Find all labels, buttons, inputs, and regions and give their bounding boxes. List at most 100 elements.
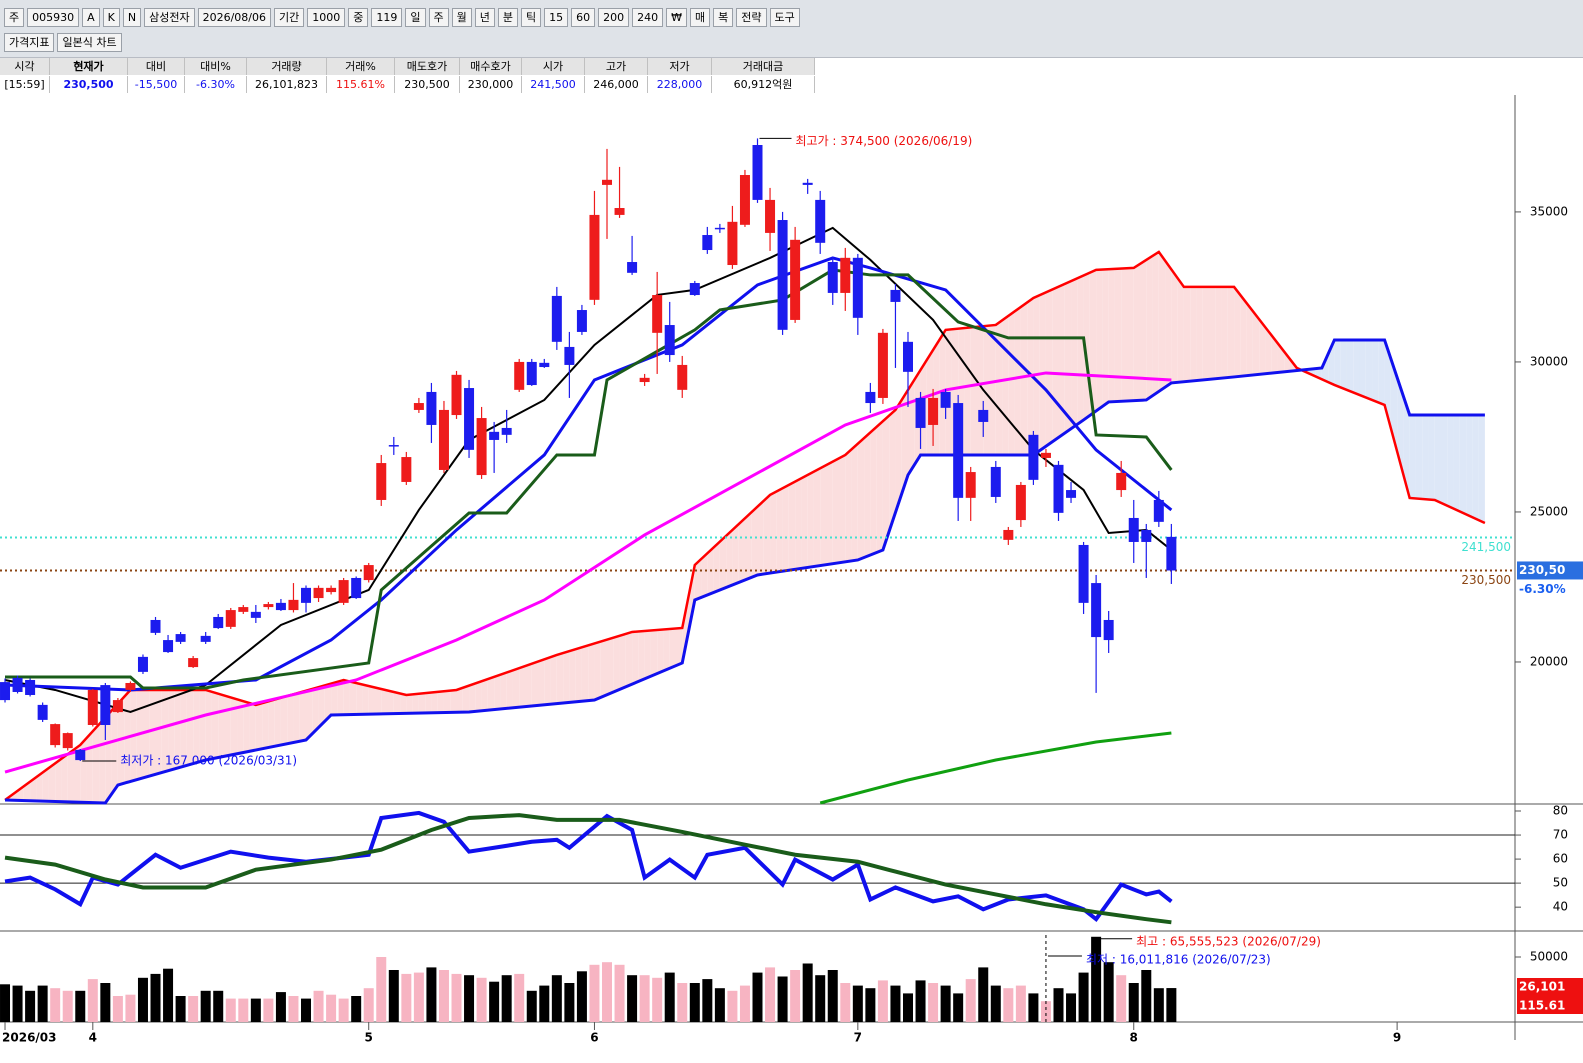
candle-body	[852, 257, 863, 318]
cloud-fill	[506, 670, 513, 709]
volume-bar	[689, 982, 700, 1022]
volume-bar	[137, 977, 148, 1022]
high-label: 최고가 : 374,500 (2026/06/19)	[796, 134, 973, 148]
toolbar-button[interactable]: 가격지표	[4, 33, 55, 52]
toolbar-button[interactable]: 삼성전자	[144, 8, 195, 27]
cloud-fill	[1077, 275, 1084, 425]
quote-header: 거래량	[247, 58, 327, 75]
toolbar-button[interactable]: ₩	[666, 8, 688, 27]
toolbar-button[interactable]: 005930	[27, 8, 80, 27]
volume-bar	[388, 969, 399, 1022]
toolbar-button[interactable]: N	[122, 8, 142, 27]
toolbar-button[interactable]: 전략	[736, 8, 767, 27]
toolbar-button[interactable]: 분	[497, 8, 518, 27]
candle-body	[401, 457, 412, 482]
toolbar-button[interactable]: 2026/08/06	[197, 8, 271, 27]
cloud-fill	[1196, 286, 1203, 381]
cloud-fill	[807, 471, 814, 568]
candle-body	[1066, 490, 1077, 498]
toolbar-button[interactable]: 1000	[307, 8, 346, 27]
cloud-fill	[117, 696, 125, 785]
toolbar-button[interactable]: 기간	[274, 8, 305, 27]
cloud-fill	[970, 326, 977, 455]
cloud-fill	[1353, 339, 1360, 395]
toolbar-button[interactable]: 중	[348, 8, 369, 27]
cloud-fill	[1334, 339, 1341, 388]
toolbar-button[interactable]: 119	[371, 8, 403, 27]
toolbar-button[interactable]: 년	[474, 8, 495, 27]
candle-body	[438, 409, 449, 470]
volume-bar	[1040, 1001, 1051, 1022]
volume-bar	[1066, 993, 1077, 1022]
quote-header: 시각	[0, 58, 50, 75]
cloud-fill	[1447, 414, 1454, 509]
volume-bar	[100, 982, 111, 1022]
quote-header: 대비%	[185, 58, 247, 75]
low-label: 최저가 : 167,000 (2026/03/31)	[120, 753, 297, 767]
volume-bar	[175, 995, 186, 1022]
toolbar-button[interactable]: 15	[544, 8, 569, 27]
toolbar-button[interactable]: 일본식 차트	[57, 33, 122, 52]
toolbar-button[interactable]: 매	[690, 8, 711, 27]
cloud-fill	[318, 685, 325, 728]
cloud-fill	[575, 647, 582, 702]
y-tick-label: 50	[1553, 876, 1568, 890]
toolbar-button[interactable]: K	[102, 8, 120, 27]
candle-body	[576, 310, 587, 332]
toolbar-button[interactable]: 주	[4, 8, 25, 27]
candle-body	[275, 602, 286, 611]
toolbar-button[interactable]: A	[82, 8, 100, 27]
cloud-fill	[343, 679, 350, 715]
toolbar-button[interactable]: 주	[428, 8, 449, 27]
candle-body	[777, 220, 788, 330]
toolbar-button[interactable]: 틱	[521, 8, 542, 27]
candle-body	[677, 364, 688, 390]
candle-body	[87, 689, 98, 725]
indicator-line	[4, 371, 1172, 774]
volume-bar	[1028, 993, 1039, 1022]
toolbar-button[interactable]: 도구	[769, 8, 800, 27]
cloud-fill	[274, 697, 281, 747]
cloud-fill	[86, 731, 93, 803]
cloud-fill	[61, 754, 68, 802]
volume-bar	[928, 982, 939, 1022]
cloud-fill	[556, 653, 564, 704]
toolbar-button[interactable]: 일	[405, 8, 426, 27]
cloud-fill	[161, 689, 169, 773]
cloud-fill	[531, 661, 539, 706]
toolbar-button[interactable]: 240	[632, 8, 664, 27]
x-tick-label: 5	[365, 1031, 373, 1045]
change-tag: -6.30%	[1519, 582, 1566, 596]
volume-bar	[200, 990, 211, 1022]
candle-body	[62, 733, 73, 749]
volume-tag: 26,101	[1519, 980, 1565, 994]
cloud-fill	[1409, 414, 1416, 499]
candle-body	[815, 199, 826, 243]
candle-body	[225, 610, 236, 627]
volume-bar	[576, 971, 587, 1022]
candle-body	[827, 262, 838, 293]
candle-body	[539, 362, 550, 368]
volume-bar	[852, 985, 863, 1022]
cloud-fill	[48, 763, 56, 802]
volume-bar	[125, 994, 136, 1022]
cloud-fill	[1359, 339, 1366, 398]
cloud-fill	[1071, 278, 1078, 429]
volume-bar	[639, 975, 650, 1022]
cloud-fill	[569, 649, 576, 703]
candle-body	[338, 580, 349, 603]
toolbar-button[interactable]: 월	[451, 8, 472, 27]
volume-bar	[413, 972, 424, 1022]
candle-body	[514, 361, 525, 390]
cloud-fill	[262, 701, 269, 749]
candle-body	[627, 262, 638, 273]
toolbar-button[interactable]: 60	[571, 8, 596, 27]
toolbar-button[interactable]: 복	[713, 8, 734, 27]
cloud-fill	[393, 691, 401, 714]
cloud-fill	[889, 409, 896, 532]
toolbar-button[interactable]: 200	[598, 8, 630, 27]
y-tick-label: 35000	[1530, 204, 1568, 218]
cloud-fill	[964, 327, 971, 455]
quote-header: 저가	[648, 58, 712, 75]
cloud-fill	[1202, 286, 1209, 380]
